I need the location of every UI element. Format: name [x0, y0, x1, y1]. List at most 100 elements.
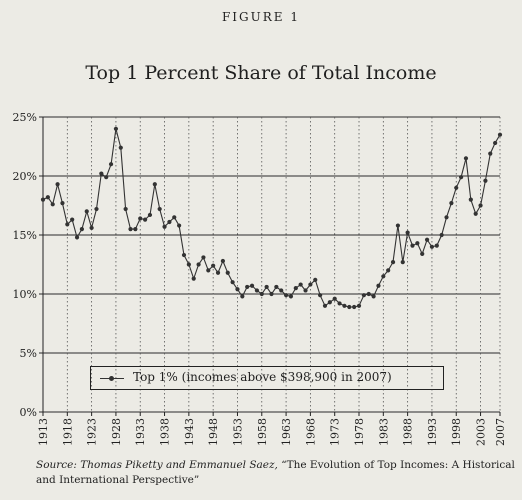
x-tick-label: 1923 [86, 418, 99, 446]
data-point [381, 274, 386, 279]
data-point [463, 156, 469, 161]
chart-title: Top 1 Percent Share of Total Income [85, 62, 437, 84]
x-tick-label: 1943 [183, 418, 196, 446]
data-point [240, 294, 245, 299]
data-point [395, 223, 401, 228]
data-point [429, 244, 435, 249]
x-tick-label: 1993 [426, 418, 439, 446]
data-point [206, 268, 211, 273]
data-point [89, 225, 94, 231]
x-tick-label: 1913 [37, 418, 50, 446]
data-point [220, 258, 225, 264]
data-point [420, 251, 425, 256]
data-point [152, 182, 157, 187]
data-point [308, 282, 313, 287]
data-point [478, 203, 483, 208]
y-tick-label: 25% [13, 111, 37, 124]
data-point [459, 175, 464, 180]
data-point [147, 212, 153, 218]
y-tick-label: 10% [13, 288, 37, 301]
data-point [79, 227, 84, 232]
data-point [245, 284, 250, 290]
data-point [230, 280, 235, 285]
data-point [60, 201, 65, 206]
legend-dot-icon [109, 376, 114, 381]
data-point [313, 277, 318, 282]
data-point [133, 227, 138, 232]
data-point [264, 284, 269, 290]
data-point [177, 223, 182, 228]
data-point [497, 132, 503, 137]
data-point [70, 217, 75, 222]
data-point [332, 296, 337, 301]
x-tick-label: 1953 [231, 418, 244, 446]
source-prefix: Source: Thomas Piketty and Emmanuel Saez… [36, 459, 282, 471]
data-point [288, 294, 294, 299]
x-tick-label: 1988 [402, 418, 415, 446]
x-tick-label: 2003 [475, 418, 488, 446]
legend: Top 1% (incomes above $398,900 in 2007) [90, 366, 444, 390]
data-point [191, 276, 196, 281]
data-point [439, 232, 444, 238]
data-point [65, 222, 70, 227]
data-point [444, 215, 449, 220]
data-point [108, 162, 114, 167]
data-point [196, 262, 201, 267]
data-point [235, 287, 240, 292]
data-point [172, 215, 177, 220]
data-point [415, 241, 420, 246]
data-point [293, 286, 298, 291]
x-tick-label: 1978 [353, 418, 366, 446]
data-point [424, 237, 430, 242]
figure-label: FIGURE 1 [221, 10, 300, 24]
data-point [138, 216, 143, 221]
data-point [376, 283, 381, 288]
data-point [45, 195, 50, 200]
data-point [167, 219, 172, 225]
data-point [386, 268, 391, 273]
data-point [390, 260, 396, 265]
x-tick-label: 1933 [134, 418, 147, 446]
data-point [283, 293, 289, 298]
data-point [434, 243, 439, 248]
data-point [483, 178, 488, 183]
data-point [366, 291, 371, 297]
x-tick-label: 1958 [256, 418, 269, 446]
legend-label: Top 1% (incomes above $398,900 in 2007) [133, 370, 392, 384]
data-point [99, 171, 104, 176]
source-note: Source: Thomas Piketty and Emmanuel Saez… [36, 458, 516, 488]
x-tick-label: 1938 [159, 418, 172, 446]
source-work: “The Evolution of Top Incomes: A Histori… [36, 459, 515, 486]
data-point [94, 206, 99, 212]
x-tick-label: 1928 [110, 418, 123, 446]
data-point [356, 303, 362, 308]
data-point [473, 211, 478, 216]
data-point [454, 185, 459, 190]
data-point [211, 263, 216, 268]
data-point [104, 175, 109, 180]
data-point [371, 294, 376, 299]
x-tick-label: 1963 [280, 418, 293, 446]
data-point [225, 270, 230, 275]
data-point [361, 293, 366, 298]
series-line [42, 128, 501, 308]
data-point [322, 303, 328, 308]
y-tick-label: 15% [13, 229, 37, 242]
line-chart: 0% 5% 10% 15% 20% 25% 1913 1918 1923 1928 1933 1938… [13, 111, 507, 446]
data-point [40, 197, 46, 202]
data-point [162, 224, 167, 229]
y-tick-label: 0% [20, 406, 37, 419]
data-point [201, 255, 206, 260]
x-tick-label: 1948 [207, 418, 220, 446]
data-point [259, 291, 264, 297]
data-point [449, 201, 454, 206]
y-tick-label: 5% [20, 347, 37, 360]
data-point [327, 300, 332, 305]
x-tick-label: 1973 [329, 418, 342, 446]
data-point [113, 126, 119, 131]
data-point [347, 304, 352, 310]
data-point [157, 206, 162, 212]
x-tick-label: 1983 [377, 418, 390, 446]
data-point [400, 260, 405, 265]
legend-marker [100, 376, 124, 381]
